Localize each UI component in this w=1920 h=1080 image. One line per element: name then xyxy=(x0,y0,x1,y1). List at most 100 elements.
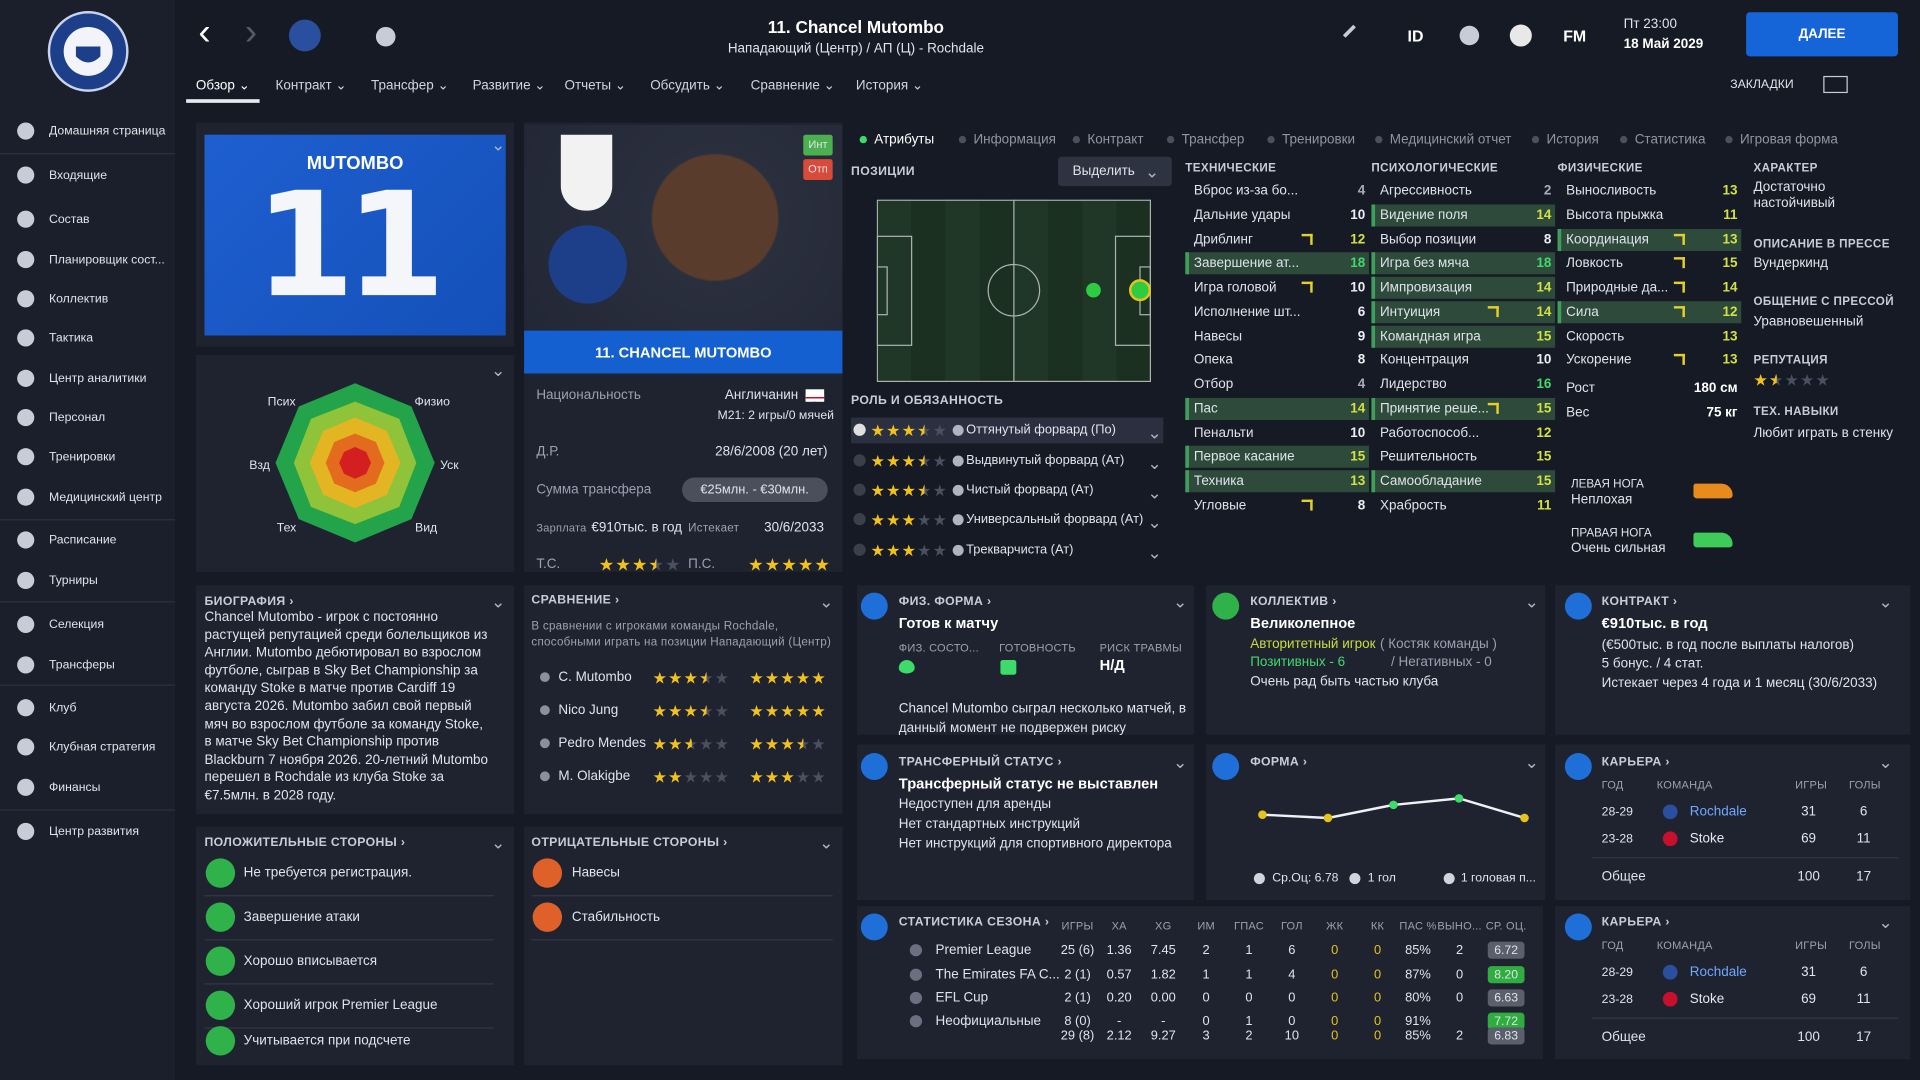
panel-title[interactable]: БИОГРАФИЯ › xyxy=(204,595,294,609)
sidebar-item[interactable]: Селекция xyxy=(48,618,105,632)
form-point[interactable] xyxy=(1323,813,1333,823)
sidebar-item[interactable]: Клубная стратегия xyxy=(48,740,156,755)
form-point[interactable] xyxy=(1389,800,1398,810)
chevron[interactable]: ⌄ xyxy=(491,360,506,380)
panel-title[interactable]: ФИЗ. ФОРМА › xyxy=(898,595,992,609)
chevron[interactable]: ⌄ xyxy=(1524,591,1539,612)
sidebar-item[interactable]: Входящие xyxy=(48,168,108,183)
chevron[interactable]: ⌄ xyxy=(819,591,834,612)
chevron[interactable]: ⌄ xyxy=(1173,591,1188,612)
panel-title[interactable]: КОЛЛЕКТИВ › xyxy=(1250,595,1337,609)
id-button[interactable]: ID xyxy=(1407,26,1424,46)
subtab[interactable]: Игровая форма xyxy=(1740,132,1838,147)
sidebar-item[interactable]: Расписание xyxy=(48,533,117,548)
sidebar-item[interactable]: Трансферы xyxy=(48,658,115,673)
panel-title[interactable]: СРАВНЕНИЕ › xyxy=(531,593,620,608)
attr-name: Игра головой xyxy=(1193,280,1277,296)
sidebar-item[interactable]: Персонал xyxy=(48,411,106,425)
subtab[interactable]: Тренировки xyxy=(1282,132,1356,147)
star-rating: ★★★★★★★★★★ xyxy=(870,510,949,529)
next-button[interactable] xyxy=(1746,12,1898,57)
tab[interactable]: Развитие ⌄ xyxy=(472,78,546,94)
tab-dot xyxy=(1267,135,1275,144)
subtab[interactable]: Контракт xyxy=(1087,132,1144,147)
date: 18 Май 2029 xyxy=(1623,36,1704,52)
sidebar-item[interactable]: Клуб xyxy=(48,701,77,716)
tab[interactable]: Обсудить ⌄ xyxy=(650,78,725,94)
sidebar-item[interactable]: Планировщик сост... xyxy=(48,253,165,267)
panel-title[interactable]: ФОРМА › xyxy=(1250,755,1308,769)
contract-line: 5 бонус. / 4 стат. xyxy=(1601,656,1704,672)
subtab[interactable]: Медицинский отчет xyxy=(1389,132,1512,147)
subtab[interactable]: Информация xyxy=(973,132,1056,147)
bookmarks[interactable]: ЗАКЛАДКИ xyxy=(1730,78,1794,92)
sidebar-item[interactable]: Центр развития xyxy=(48,825,139,839)
button-label[interactable]: Выделить xyxy=(1072,164,1135,179)
career-team[interactable]: Rochdale xyxy=(1689,964,1747,980)
form-point[interactable] xyxy=(1454,794,1464,803)
panel-title[interactable]: ПОЛОЖИТЕЛЬНЫЕ СТОРОНЫ › xyxy=(204,836,406,850)
tab[interactable]: Контракт ⌄ xyxy=(275,78,347,94)
subtab[interactable]: Трансфер xyxy=(1181,132,1245,147)
form-point[interactable] xyxy=(1520,813,1529,823)
panel-title[interactable]: ОТРИЦАТЕЛЬНЫЕ СТОРОНЫ › xyxy=(531,836,728,850)
sidebar-item[interactable]: Турниры xyxy=(48,574,98,588)
tab[interactable]: Трансфер ⌄ xyxy=(371,78,449,94)
chevron[interactable]: ⌄ xyxy=(1144,161,1160,182)
tab[interactable]: Обзор ⌄ xyxy=(195,78,250,94)
transfer-line: Нет инструкций для спортивного директора xyxy=(898,836,1172,852)
compare-name: M. Olakigbe xyxy=(558,768,631,784)
sidebar-item[interactable]: Медицинский центр xyxy=(48,491,162,505)
chevron[interactable]: ⌄ xyxy=(1147,542,1162,563)
nav-arrow[interactable]: ‹ xyxy=(198,12,211,53)
sidebar-item[interactable]: Тренировки xyxy=(48,450,116,465)
sidebar-item[interactable]: Домашняя страница xyxy=(48,124,166,139)
competition-badge xyxy=(909,944,923,957)
nav-arrow[interactable]: › xyxy=(244,12,258,53)
chevron[interactable]: ⌄ xyxy=(491,832,506,853)
subtab[interactable]: История xyxy=(1546,132,1599,147)
career-team[interactable]: Rochdale xyxy=(1689,804,1747,820)
sidebar-item[interactable]: Состав xyxy=(48,213,90,227)
team-status: Авторитетный игрок xyxy=(1250,636,1376,652)
subtab[interactable]: Статистика xyxy=(1634,132,1706,147)
chevron[interactable]: ⌄ xyxy=(1878,751,1893,772)
chevron[interactable]: ⌄ xyxy=(1147,482,1162,503)
sidebar-item[interactable]: Центр аналитики xyxy=(48,372,147,386)
role-name: Выдвинутый форвард (Ат) xyxy=(966,453,1125,468)
club-logo[interactable] xyxy=(47,10,130,93)
chevron[interactable]: ⌄ xyxy=(819,832,834,853)
positive-item: Не требуется регистрация. xyxy=(243,865,413,881)
form-point[interactable] xyxy=(1258,810,1267,819)
panel-title[interactable]: КОНТРАКТ › xyxy=(1601,595,1678,609)
chevron[interactable]: ⌄ xyxy=(1524,751,1539,772)
sidebar-item[interactable]: Коллектив xyxy=(48,292,109,307)
tab[interactable]: Отчеты ⌄ xyxy=(564,78,627,94)
chevron[interactable]: ⌄ xyxy=(491,591,506,612)
panel-title[interactable]: ТРАНСФЕРНЫЙ СТАТУС › xyxy=(898,755,1062,769)
career-apps: 31 xyxy=(1801,804,1817,820)
chevron[interactable]: ⌄ xyxy=(1878,591,1893,612)
star-rating: ★★★★★★★★★★ xyxy=(749,767,827,786)
compare-name: Pedro Mendes xyxy=(558,735,646,751)
section-title[interactable]: ПОЗИЦИИ xyxy=(851,165,915,179)
chevron[interactable]: ⌄ xyxy=(1173,751,1188,772)
panel-title[interactable]: СТАТИСТИКА СЕЗОНА › xyxy=(898,915,1050,930)
panel-title[interactable]: КАРЬЕРА › xyxy=(1601,915,1670,930)
subtab[interactable]: Атрибуты xyxy=(874,132,935,147)
chevron[interactable]: ⌄ xyxy=(491,134,506,155)
tab[interactable]: История ⌄ xyxy=(855,78,924,94)
sidebar-item[interactable]: Финансы xyxy=(48,781,101,795)
chevron[interactable]: ⌄ xyxy=(1878,912,1893,932)
tab-dot xyxy=(1531,135,1540,144)
fm-button[interactable]: FM xyxy=(1563,26,1587,46)
chevron[interactable]: ⌄ xyxy=(1147,511,1162,532)
chevron[interactable]: ⌄ xyxy=(1147,453,1162,473)
sidebar-item[interactable]: Тактика xyxy=(48,331,94,346)
tab[interactable]: Сравнение ⌄ xyxy=(750,78,835,94)
icon xyxy=(1564,753,1592,780)
char-label: ОБЩЕНИЕ С ПРЕССОЙ xyxy=(1753,295,1894,309)
sidebar-icon xyxy=(17,122,35,140)
panel-title[interactable]: КАРЬЕРА › xyxy=(1601,755,1670,769)
chevron[interactable]: ⌄ xyxy=(1147,422,1162,443)
